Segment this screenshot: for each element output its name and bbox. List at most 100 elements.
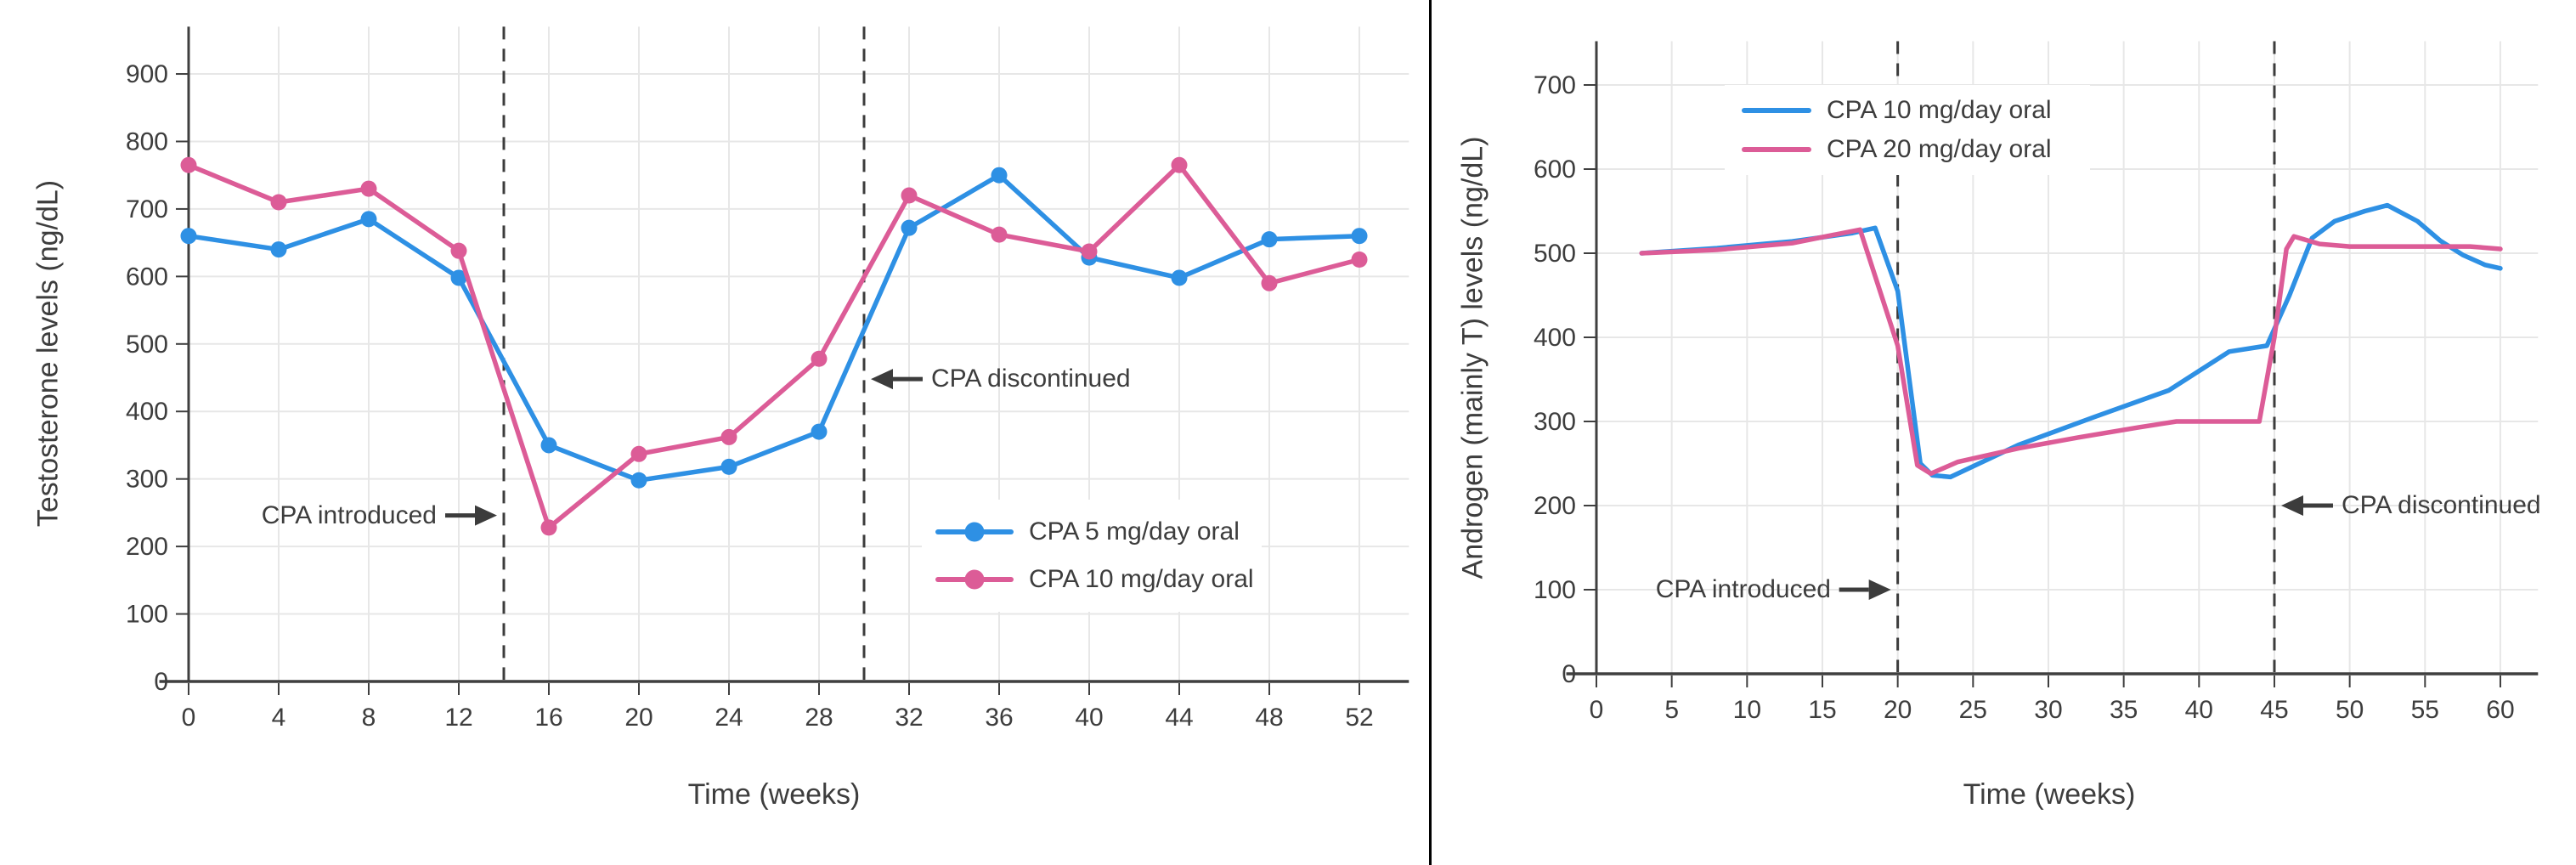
legend-item: CPA 10 mg/day oral: [922, 565, 1262, 594]
data-point: [1171, 156, 1188, 173]
left-y-axis-title: Testosterone levels (ng/dL): [31, 179, 65, 528]
x-tick-label: 52: [1345, 704, 1373, 732]
y-tick-label: 400: [126, 398, 168, 426]
line-swatch: [935, 569, 1014, 590]
y-tick-label: 600: [126, 263, 168, 291]
panel-divider: [1429, 0, 1432, 865]
right-annotation-cpa-discontinued: CPA discontinued: [2342, 491, 2541, 519]
y-tick-label: 300: [126, 466, 168, 494]
y-tick-label: 400: [1534, 324, 1576, 352]
legend-label: CPA 10 mg/day oral: [1827, 95, 2052, 124]
right-annotation-cpa-introduced: CPA introduced: [1655, 575, 1831, 603]
data-point: [811, 350, 828, 367]
y-tick-label: 300: [1534, 408, 1576, 436]
x-tick-label: 40: [2185, 696, 2213, 724]
marker-dot-icon: [964, 522, 985, 542]
left-annotation-cpa-introduced: CPA introduced: [261, 501, 437, 529]
x-tick-label: 24: [715, 704, 743, 732]
legend-item: CPA 5 mg/day oral: [922, 517, 1262, 546]
y-tick-label: 0: [154, 668, 168, 696]
x-tick-label: 28: [805, 704, 833, 732]
data-point: [1261, 231, 1278, 248]
line-swatch: [1742, 147, 1811, 153]
data-point: [1351, 228, 1368, 245]
x-tick-label: 44: [1165, 704, 1193, 732]
right-y-axis-title: Androgen (mainly T) levels (ng/dL): [1456, 136, 1489, 579]
legend-label: CPA 5 mg/day oral: [1029, 517, 1240, 546]
data-point: [1171, 269, 1188, 286]
line-swatch: [1742, 107, 1811, 113]
x-tick-label: 0: [182, 704, 196, 732]
x-tick-label: 48: [1255, 704, 1283, 732]
x-tick-label: 32: [895, 704, 923, 732]
data-point: [360, 180, 377, 197]
x-tick-label: 20: [1884, 696, 1912, 724]
left-x-axis-title: Time (weeks): [687, 778, 861, 811]
y-tick-label: 700: [126, 195, 168, 223]
data-point: [270, 194, 287, 211]
data-point: [1081, 243, 1098, 260]
y-tick-label: 0: [1562, 660, 1576, 688]
arrow-right-icon: [1868, 579, 1891, 600]
legend-label: CPA 10 mg/day oral: [1029, 564, 1254, 593]
data-point: [180, 156, 197, 173]
x-tick-label: 35: [2110, 696, 2138, 724]
legend-label: CPA 20 mg/day oral: [1827, 135, 2052, 164]
data-point: [1261, 274, 1278, 291]
left-annotation-cpa-discontinued: CPA discontinued: [931, 365, 1131, 393]
x-tick-label: 20: [624, 704, 652, 732]
x-tick-label: 45: [2260, 696, 2288, 724]
y-tick-label: 200: [126, 533, 168, 561]
data-point: [270, 241, 287, 258]
x-tick-label: 12: [444, 704, 472, 732]
x-tick-label: 5: [1664, 696, 1679, 724]
data-point: [991, 167, 1008, 184]
y-tick-label: 800: [126, 127, 168, 155]
data-point: [450, 242, 467, 259]
x-tick-label: 50: [2336, 696, 2364, 724]
y-tick-label: 100: [1534, 576, 1576, 604]
data-point: [360, 211, 377, 228]
line-swatch: [935, 522, 1014, 542]
right-x-axis-title: Time (weeks): [1963, 778, 2136, 811]
x-tick-label: 8: [362, 704, 376, 732]
arrow-right-icon: [475, 505, 497, 526]
arrow-left-icon: [871, 369, 893, 390]
data-point: [1351, 252, 1368, 268]
data-point: [630, 472, 647, 489]
data-point: [991, 226, 1008, 243]
left-legend: CPA 5 mg/day oral CPA 10 mg/day oral: [922, 500, 1262, 612]
data-point: [901, 187, 918, 204]
x-tick-label: 60: [2486, 696, 2514, 724]
data-point: [901, 219, 918, 236]
x-tick-label: 15: [1808, 696, 1836, 724]
x-tick-label: 10: [1733, 696, 1761, 724]
x-tick-label: 40: [1075, 704, 1103, 732]
x-tick-label: 16: [534, 704, 562, 732]
data-point: [540, 437, 557, 454]
arrow-left-icon: [2280, 495, 2303, 516]
y-tick-label: 700: [1534, 71, 1576, 99]
y-tick-label: 500: [126, 331, 168, 359]
data-point: [720, 428, 737, 445]
y-tick-label: 100: [126, 601, 168, 629]
x-tick-label: 55: [2411, 696, 2439, 724]
data-line: [1639, 227, 2503, 477]
y-tick-label: 900: [126, 60, 168, 88]
data-point: [811, 423, 828, 440]
legend-item: CPA 10 mg/day oral: [1725, 96, 2090, 125]
marker-dot-icon: [964, 569, 985, 590]
x-tick-label: 0: [1590, 696, 1604, 724]
y-tick-label: 500: [1534, 240, 1576, 268]
y-tick-label: 200: [1534, 492, 1576, 520]
data-line: [1639, 202, 2503, 480]
x-tick-label: 4: [272, 704, 286, 732]
data-line: [186, 162, 1362, 530]
data-point: [540, 519, 557, 536]
legend-item: CPA 20 mg/day oral: [1725, 135, 2090, 164]
x-tick-label: 30: [2034, 696, 2062, 724]
data-point: [180, 228, 197, 245]
x-tick-label: 25: [1959, 696, 1987, 724]
